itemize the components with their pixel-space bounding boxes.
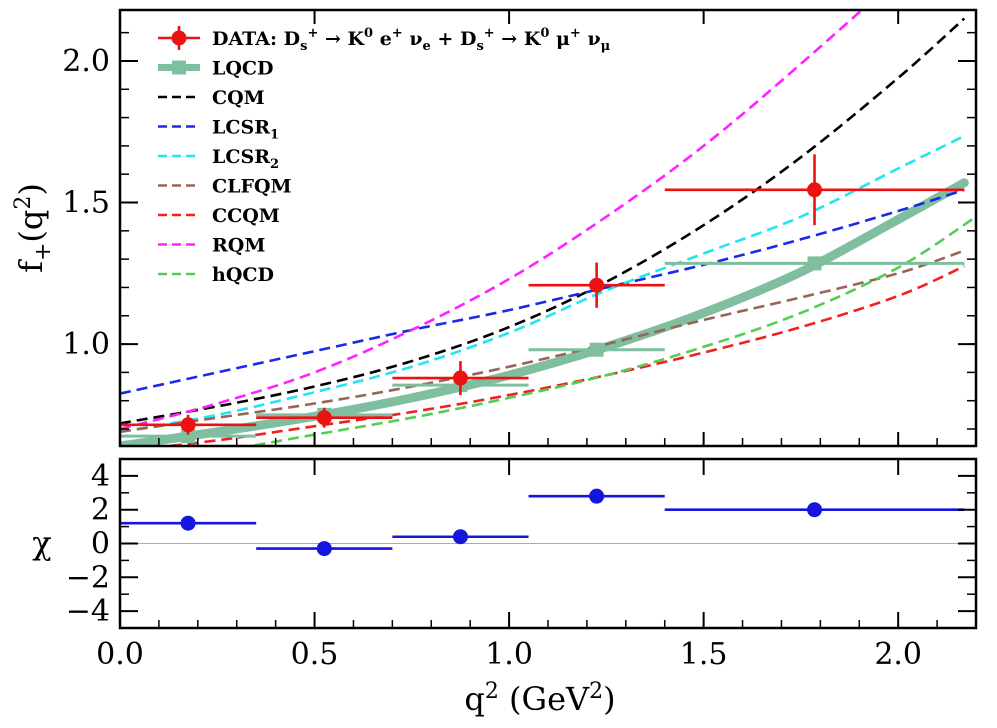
lqcd-marker-5	[807, 256, 822, 271]
measurement-points	[120, 154, 965, 444]
x-tick-label: 1.0	[485, 637, 533, 672]
legend-item-cqm: CQM	[158, 87, 265, 109]
bottom-axes-frame	[118, 457, 978, 630]
chi-point-1	[180, 515, 196, 531]
x-axis-title: q2 (GeV2)	[464, 679, 615, 718]
top-y-tick-label: 1.5	[62, 186, 110, 221]
top-panel: DATA: Ds+ → K0 e+ νe + Ds+ → K0 μ+ νμ LQC…	[11, 8, 978, 448]
curve-lqcd	[120, 178, 969, 446]
top-y-axis-title: f+(q2)	[11, 183, 56, 273]
lqcd-marker-1	[181, 429, 196, 444]
curve-cqm	[120, 17, 966, 425]
bottom-y-axis-title: χ	[32, 524, 51, 562]
x-tick-label: 0.5	[291, 637, 339, 672]
legend-label: CLFQM	[212, 176, 292, 198]
x-axis-ticks: 0.0 0.5 1.0 1.5 2.0	[96, 438, 938, 672]
legend-item-data: DATA: Ds+ → K0 e+ νe + Ds+ → K0 μ+ νμ	[158, 26, 611, 54]
bottom-y-tick-label: 2	[91, 493, 110, 528]
bottom-y-tick-label: 4	[91, 459, 110, 494]
legend-label: LCSR1	[212, 117, 279, 143]
bottom-y-tick-label: −2	[66, 560, 110, 595]
legend-label: CQM	[212, 87, 265, 109]
top-y-axis-ticks: 1.0 1.5 2.0	[62, 10, 976, 446]
legend: DATA: Ds+ → K0 e+ νe + Ds+ → K0 μ+ νμ LQC…	[158, 26, 611, 286]
data-point-2	[316, 410, 332, 426]
chi-point-5	[807, 502, 823, 518]
legend-label: hQCD	[212, 264, 274, 286]
x-tick-label: 0.0	[96, 637, 144, 672]
top-y-tick-label: 1.0	[62, 327, 110, 362]
data-point-3	[452, 370, 468, 386]
legend-item-lcsr1: LCSR1	[158, 117, 279, 143]
legend-item-rqm: RQM	[158, 235, 265, 257]
bottom-y-tick-label: −4	[66, 594, 110, 629]
chi-point-4	[589, 488, 605, 504]
curve-lcsr1	[120, 188, 965, 395]
top-y-tick-label: 2.0	[62, 44, 110, 79]
legend-label: CCQM	[212, 205, 280, 227]
legend-item-hqcd: hQCD	[158, 264, 274, 286]
legend-label: DATA: Ds+ → K0 e+ νe + Ds+ → K0 μ+ νμ	[212, 26, 611, 54]
x-tick-label: 2.0	[874, 637, 922, 672]
legend-item-clfqm: CLFQM	[158, 176, 292, 198]
data-point-5	[807, 182, 823, 198]
legend-label: RQM	[212, 235, 265, 257]
lqcd-marker-4	[589, 342, 604, 357]
legend-label: LQCD	[212, 58, 274, 80]
curve-hqcd	[243, 215, 976, 446]
x-tick-label: 1.5	[680, 637, 728, 672]
legend-item-ccqm: CCQM	[158, 205, 280, 227]
legend-item-lcsr2: LCSR2	[158, 146, 279, 172]
data-point-1	[180, 417, 196, 433]
chi-points	[120, 488, 965, 557]
curve-lcsr2	[120, 134, 965, 434]
legend-item-lqcd: LQCD	[158, 58, 274, 80]
data-point-4	[589, 277, 605, 293]
model-curves	[120, 10, 976, 446]
curve-clfqm	[120, 249, 965, 434]
curve-ccqm	[158, 265, 965, 446]
chi-point-3	[452, 529, 468, 545]
curve-rqm	[120, 10, 864, 431]
bottom-y-tick-label: 0	[91, 527, 110, 562]
chi-point-2	[316, 541, 332, 557]
legend-label: LCSR2	[212, 146, 279, 172]
